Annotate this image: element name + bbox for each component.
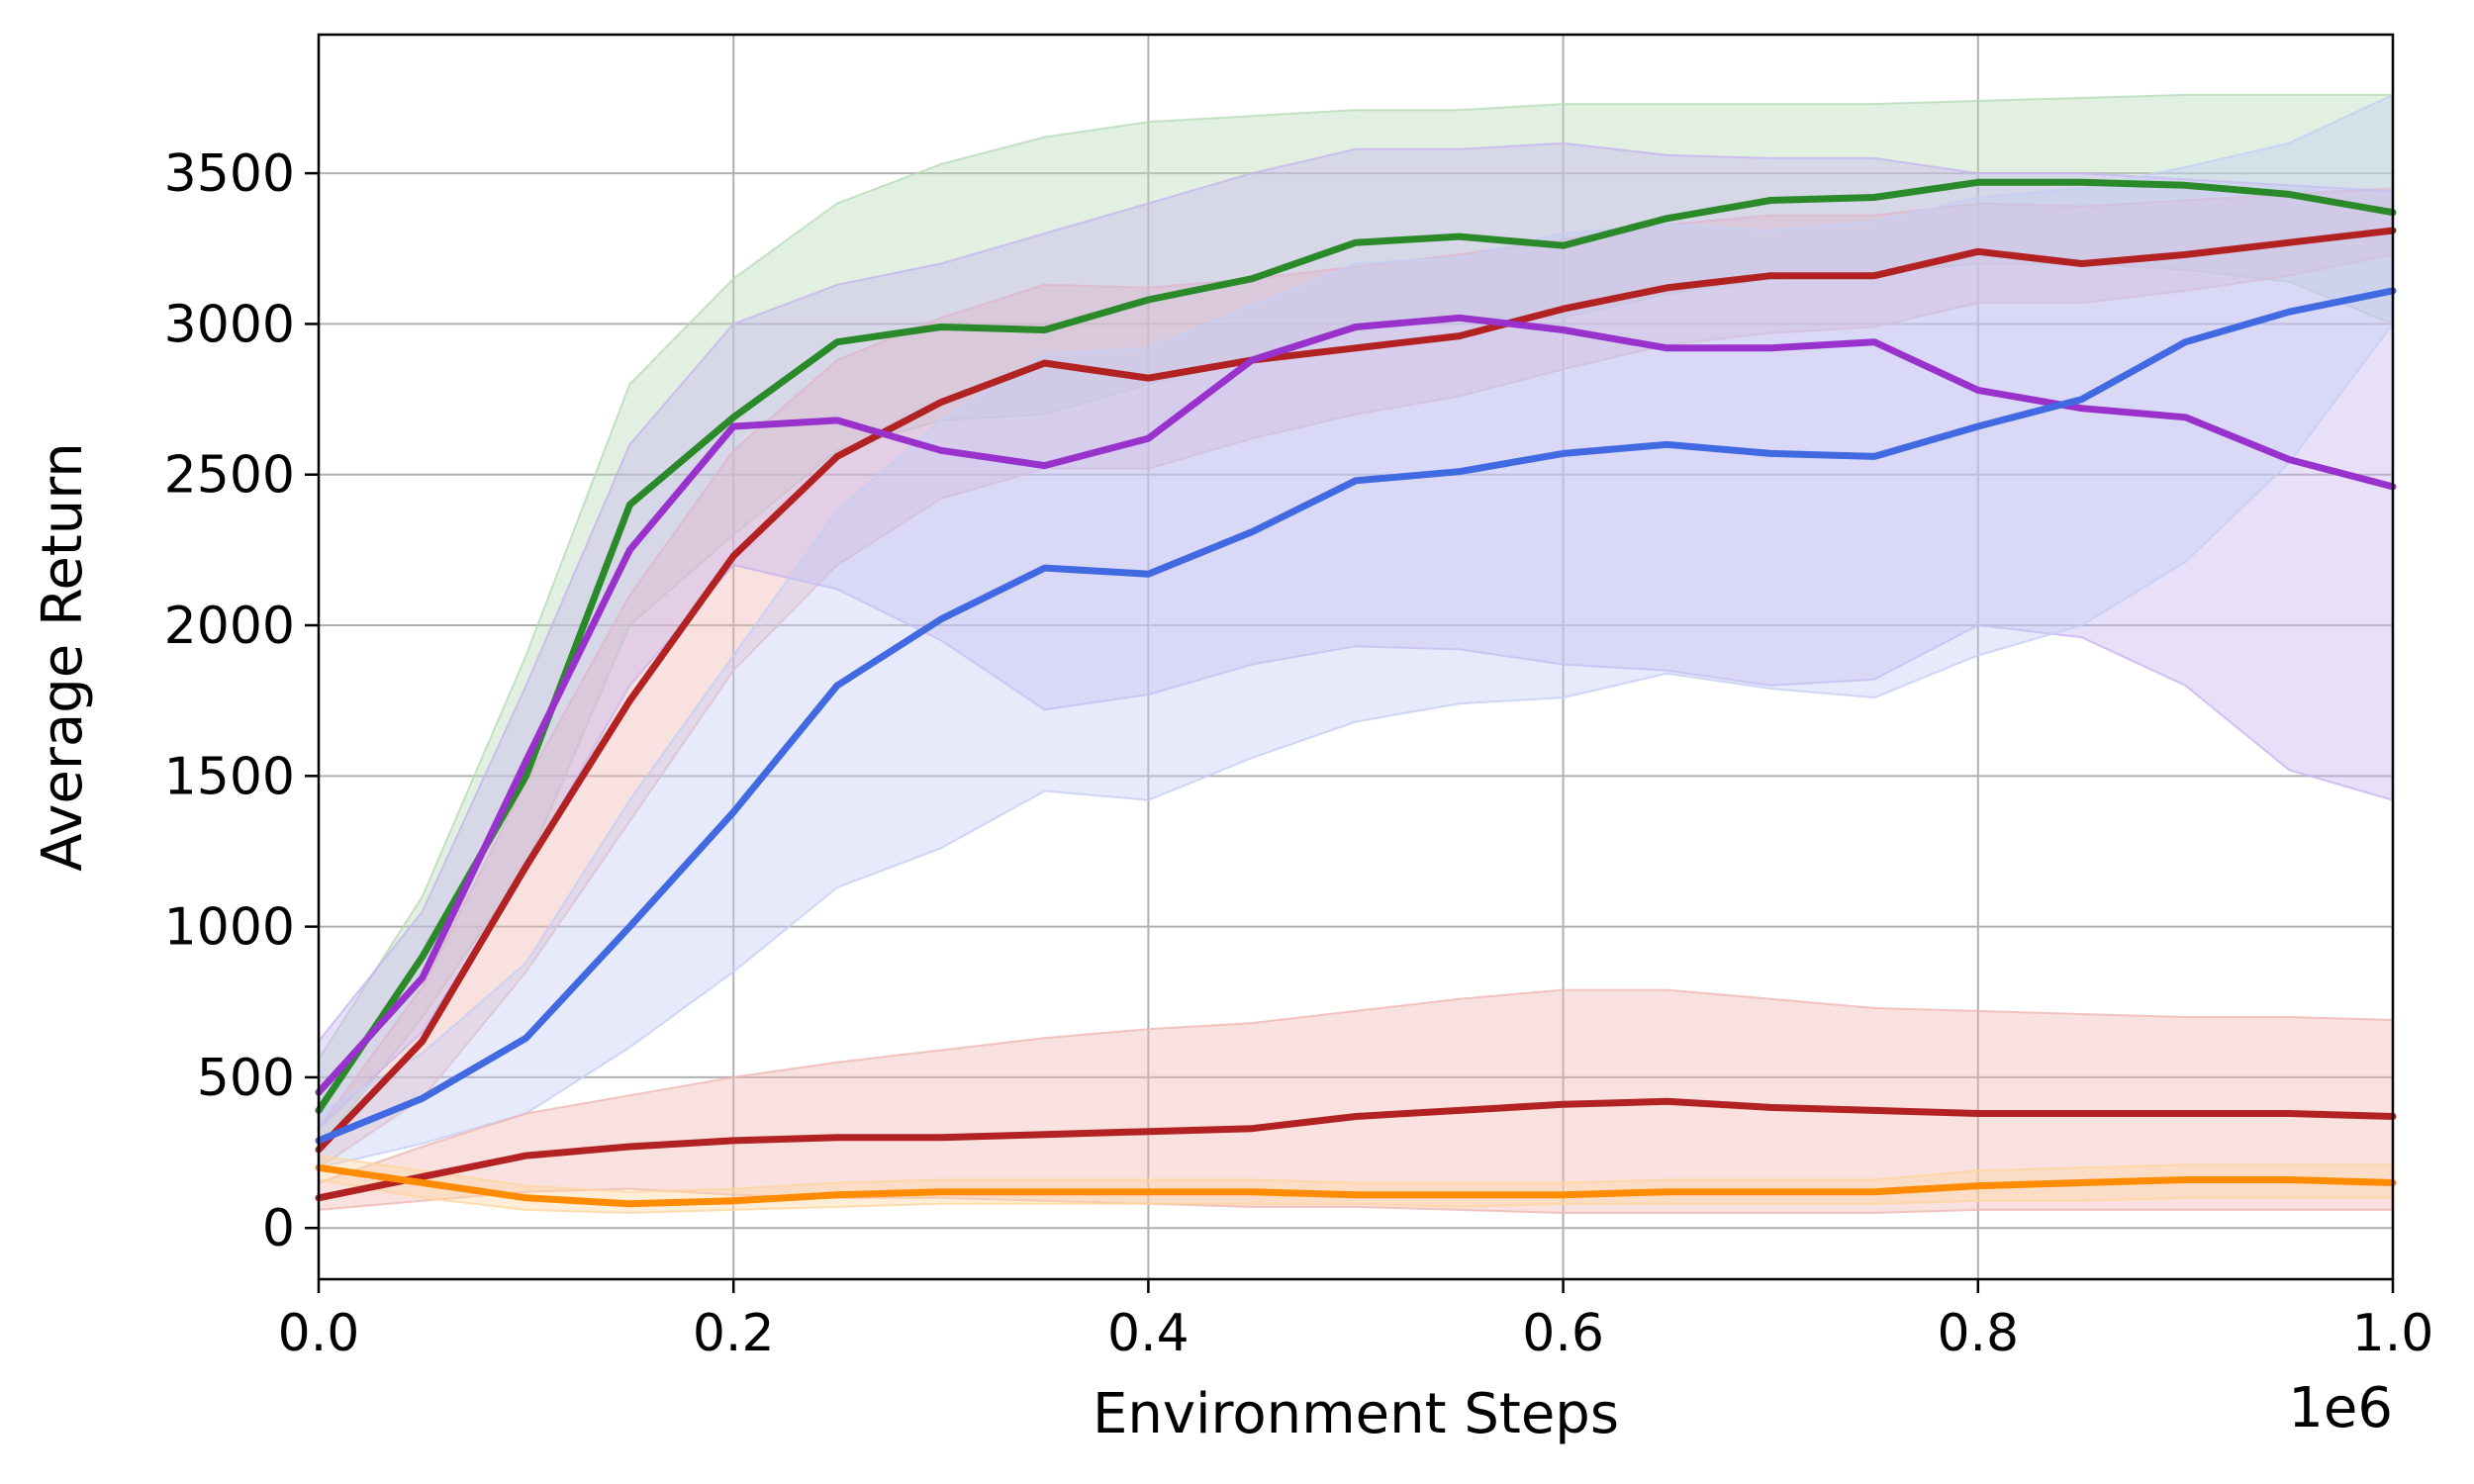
y-tick-label: 0 [262, 1199, 295, 1258]
x-axis-title: Environment Steps [1093, 1382, 1619, 1446]
y-tick-label: 3500 [164, 144, 295, 204]
x-axis-ticks: 0.0 0.2 0.4 0.6 0.8 1.0 [278, 1279, 2434, 1363]
series-line-purple [315, 314, 2397, 1096]
x-tick-label: 0.2 [693, 1304, 775, 1363]
series-line-orange [315, 1163, 2397, 1208]
plot-frame [317, 33, 2395, 1281]
y-axis-title: Average Return [31, 442, 95, 872]
series-line-blue [315, 287, 2397, 1145]
x-tick-label: 1.0 [2352, 1304, 2434, 1363]
y-tick-label: 3000 [164, 295, 295, 354]
y-tick-label: 2500 [164, 446, 295, 506]
series-lines [315, 178, 2397, 1208]
series-line-dark-red [315, 1097, 2397, 1202]
series-line-red [315, 227, 2397, 1154]
x-tick-label: 0.6 [1522, 1304, 1604, 1363]
x-tick-label: 0.4 [1107, 1304, 1189, 1363]
x-tick-label: 0.8 [1937, 1304, 2019, 1363]
x-axis-offset-label: 1e6 [2288, 1376, 2393, 1440]
y-tick-label: 2000 [164, 597, 295, 656]
x-tick-label: 0.0 [278, 1304, 360, 1363]
y-tick-label: 1500 [164, 747, 295, 806]
y-tick-label: 1000 [164, 898, 295, 958]
series-line-green [315, 178, 2397, 1114]
y-tick-label: 500 [197, 1049, 295, 1108]
y-axis-ticks: 0 500 1000 1500 2000 2500 3000 3500 [164, 144, 319, 1258]
confidence-bands [318, 93, 2394, 1215]
